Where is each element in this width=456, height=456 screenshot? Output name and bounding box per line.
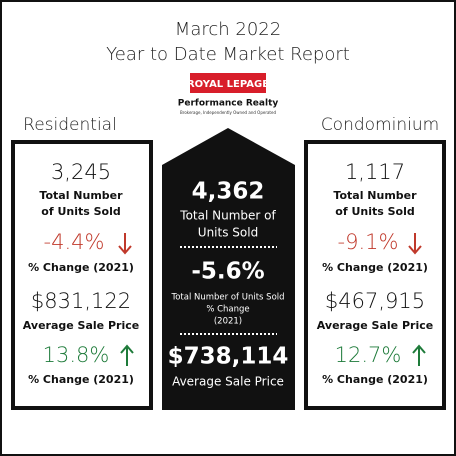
logo-tagline: Brokerage, Independently Owned and Opera…	[180, 110, 276, 115]
down-arrow	[118, 233, 132, 255]
total-units: 4,362	[192, 179, 265, 205]
logo-box	[190, 73, 266, 93]
down-arrow	[408, 233, 422, 255]
total-price-label: Average Sale Price	[172, 375, 284, 389]
units-label: Total Number	[39, 189, 123, 202]
price-change-label: % Change (2021)	[28, 373, 134, 386]
total-units-label: Total Number of	[179, 209, 276, 223]
logo-brand: ROYAL LEPAGE	[187, 79, 269, 90]
total-units-label: Units Sold	[198, 226, 258, 240]
units-change: -9.1%	[338, 230, 399, 254]
condominium-box	[304, 140, 446, 410]
up-arrow	[120, 344, 134, 366]
total-price: $738,114	[168, 344, 289, 370]
title: March 2022	[175, 19, 281, 40]
units-change-label: % Change (2021)	[28, 261, 134, 274]
price-label: Average Sale Price	[317, 319, 433, 332]
units: 1,117	[345, 160, 405, 184]
units: 3,245	[51, 160, 111, 184]
units-label: of Units Sold	[41, 205, 120, 218]
price-change-label: % Change (2021)	[322, 373, 428, 386]
total-change-label: (2021)	[214, 317, 242, 327]
logo-office: Performance Realty	[178, 99, 279, 109]
units-label: Total Number	[333, 189, 417, 202]
total-units-change: -5.6%	[191, 259, 264, 285]
condominium-heading: Condominium	[321, 115, 439, 135]
total-change-label: % Change	[206, 305, 249, 315]
total-arrow	[162, 128, 295, 410]
price-change: 13.8%	[43, 343, 110, 367]
price: $467,915	[325, 289, 425, 313]
total-change-label: Total Number of Units Sold	[170, 293, 284, 303]
price-change: 12.7%	[335, 343, 402, 367]
units-change-label: % Change (2021)	[322, 261, 428, 274]
up-arrow	[412, 344, 426, 366]
price-label: Average Sale Price	[23, 319, 139, 332]
subtitle: Year to Date Market Report	[106, 44, 350, 65]
units-change: -4.4%	[44, 230, 105, 254]
units-label: of Units Sold	[335, 205, 414, 218]
price: $831,122	[31, 289, 131, 313]
residential-heading: Residential	[23, 115, 117, 135]
